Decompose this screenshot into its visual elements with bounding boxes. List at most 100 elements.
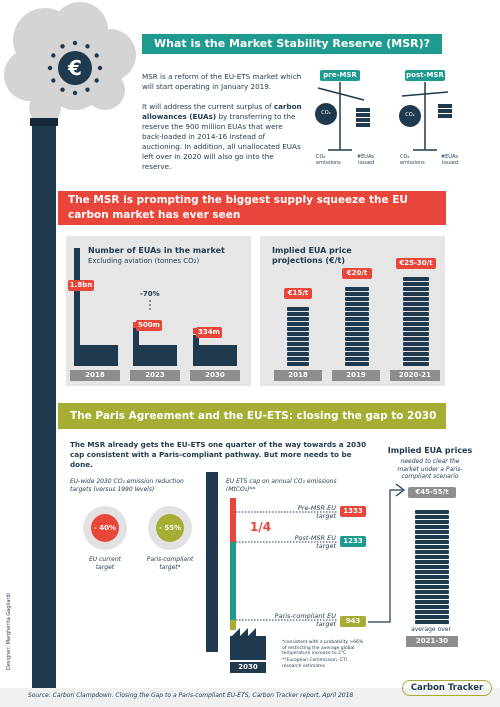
euas-stack bbox=[438, 104, 452, 118]
coin bbox=[287, 357, 309, 361]
coin bbox=[403, 297, 429, 301]
coin bbox=[403, 337, 429, 341]
coin bbox=[287, 352, 309, 356]
footer-bg bbox=[0, 688, 500, 707]
star bbox=[72, 90, 78, 96]
cap-value: 1333 bbox=[340, 506, 366, 517]
paragraph: It will address the current surplus of c… bbox=[142, 102, 302, 172]
star bbox=[85, 87, 90, 92]
value-label: €20/t bbox=[342, 268, 372, 279]
coin bbox=[345, 292, 369, 296]
coin bbox=[345, 322, 369, 326]
coin bbox=[345, 342, 369, 346]
coin bbox=[287, 307, 309, 311]
coin bbox=[287, 337, 309, 341]
panel-subtitle: Excluding aviation (tonnes CO₂) bbox=[88, 257, 200, 265]
paragraph: The MSR already gets the EU-ETS one quar… bbox=[70, 440, 367, 469]
coin bbox=[403, 362, 429, 366]
coin bbox=[345, 312, 369, 316]
coin bbox=[403, 307, 429, 311]
co2-ball bbox=[399, 105, 421, 127]
coin bbox=[345, 347, 369, 351]
smoke-cloud bbox=[4, 2, 136, 124]
value-label: 1.8bn bbox=[68, 280, 94, 291]
coin bbox=[345, 337, 369, 341]
star bbox=[94, 53, 99, 58]
scale-label: pre-MSR bbox=[320, 70, 360, 81]
coin bbox=[287, 347, 309, 351]
coin bbox=[287, 322, 309, 326]
euro-sign: € bbox=[67, 56, 82, 80]
coin bbox=[403, 342, 429, 346]
coin bbox=[287, 362, 309, 366]
coin bbox=[403, 282, 429, 286]
coin bbox=[345, 357, 369, 361]
footnote: **European Commission, CTI research esti… bbox=[282, 658, 347, 669]
factory-icon bbox=[230, 628, 266, 660]
coin bbox=[287, 327, 309, 331]
scale-right: #EUAs issued bbox=[440, 154, 458, 166]
implied-subtitle: needed to clear the market under a Paris… bbox=[397, 458, 463, 480]
star bbox=[47, 65, 53, 71]
coin bbox=[345, 297, 369, 301]
value-label: 334m bbox=[196, 327, 222, 338]
star bbox=[94, 78, 99, 83]
text-bold: carbon allowances (EUAs) bbox=[142, 102, 302, 121]
year-label: 2021-30 bbox=[406, 636, 458, 647]
coin bbox=[403, 277, 429, 281]
section-title: The MSR is prompting the biggest supply … bbox=[58, 191, 446, 225]
coin bbox=[415, 620, 449, 624]
eu-stars bbox=[47, 40, 103, 96]
cap-leaders bbox=[236, 511, 338, 621]
cap-chimney bbox=[206, 472, 218, 652]
coin bbox=[345, 327, 369, 331]
paragraph: MSR is a reform of the EU-ETS market whi… bbox=[142, 72, 302, 91]
coin bbox=[345, 332, 369, 336]
coin bbox=[403, 287, 429, 291]
coin bbox=[403, 332, 429, 336]
year-label: 2019 bbox=[332, 370, 380, 381]
star bbox=[51, 78, 56, 83]
fraction: 1/4 bbox=[250, 520, 272, 534]
value-label: €25-30/t bbox=[396, 258, 436, 269]
text: by transferring to the reserve the 900 m… bbox=[142, 112, 301, 171]
coin bbox=[403, 317, 429, 321]
cap-bar-pre bbox=[230, 498, 236, 542]
coin bbox=[415, 585, 449, 589]
implied-price: €45-55/t bbox=[408, 487, 456, 498]
coin bbox=[415, 540, 449, 544]
coin bbox=[403, 312, 429, 316]
star bbox=[60, 44, 65, 49]
cap-value: 943 bbox=[340, 616, 366, 627]
year-label: 2018 bbox=[274, 370, 322, 381]
year-label: 2018 bbox=[70, 370, 120, 381]
coin bbox=[415, 535, 449, 539]
scale-pre bbox=[317, 82, 365, 151]
pan-label: CO₂ bbox=[405, 112, 415, 118]
coin bbox=[403, 292, 429, 296]
cap-bar-post bbox=[230, 542, 236, 620]
coin-stacks bbox=[287, 277, 449, 624]
star bbox=[97, 65, 103, 71]
coin bbox=[415, 520, 449, 524]
year-label: 2023 bbox=[130, 370, 180, 381]
designer: Designer: Margherita Gagliardi bbox=[6, 593, 12, 670]
co2-ball bbox=[315, 103, 337, 125]
coin bbox=[345, 307, 369, 311]
coin bbox=[415, 575, 449, 579]
target-label: Paris-compliant target* bbox=[146, 556, 194, 571]
panel-title: Number of EUAs in the market bbox=[88, 246, 225, 255]
reduction-title: EU-wide 2030 CO₂ emission reduction targ… bbox=[70, 478, 184, 493]
coin bbox=[415, 510, 449, 514]
implied-note: average over bbox=[411, 626, 451, 633]
smokestack bbox=[32, 118, 56, 690]
implied-title: Implied EUA prices bbox=[387, 446, 473, 455]
scale-label: post-MSR bbox=[405, 70, 445, 81]
value-label: €15/t bbox=[284, 288, 312, 299]
price-arrow bbox=[368, 483, 405, 623]
year-label: 2030 bbox=[230, 662, 266, 673]
pan-label: CO₂ bbox=[321, 110, 331, 116]
